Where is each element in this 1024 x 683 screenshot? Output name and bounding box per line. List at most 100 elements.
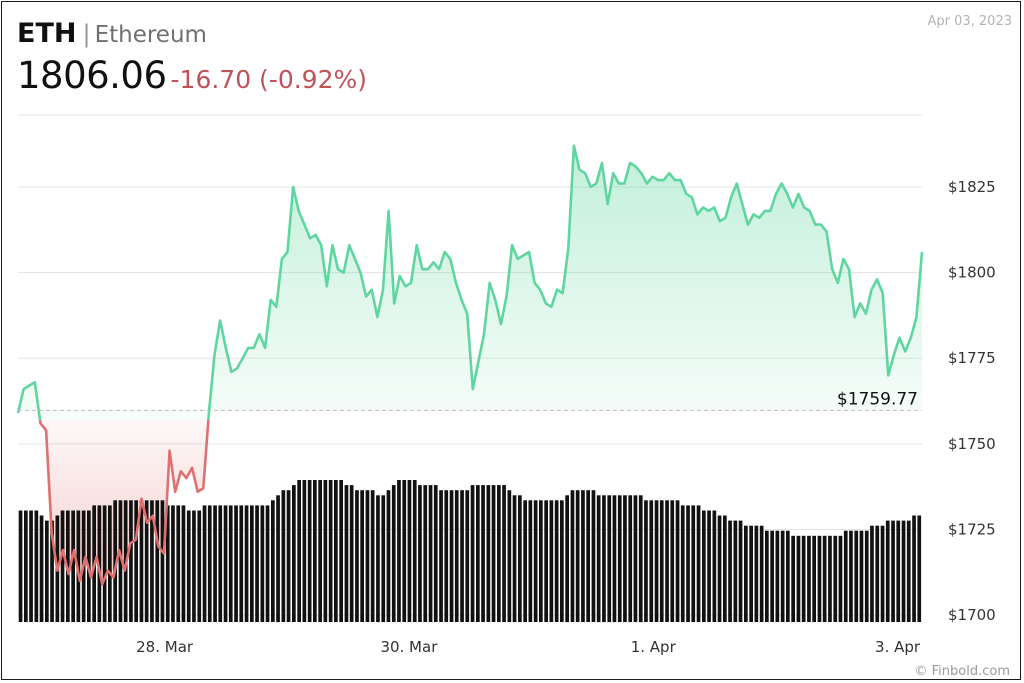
asset-header: ETH | Ethereum (17, 18, 207, 49)
volume-bar (491, 485, 496, 622)
volume-bar (770, 530, 774, 622)
y-tick-label: $1800 (948, 264, 996, 282)
price-line-up (16, 144, 924, 420)
y-tick-label: $1750 (948, 435, 996, 453)
volume-bar (617, 495, 622, 623)
volume-bar (486, 485, 491, 622)
volume-bar (386, 490, 391, 622)
volume-bar (45, 520, 49, 622)
volume-bar (255, 505, 259, 622)
volume-bar (481, 485, 485, 622)
volume-bar (502, 485, 506, 622)
area-above (18, 145, 922, 420)
volume-bar (454, 490, 459, 622)
volume-bar (675, 500, 680, 622)
volume-bar (213, 505, 217, 622)
volume-bar (318, 480, 322, 622)
volume-bar (449, 490, 454, 622)
volume-bar (465, 490, 470, 622)
volume-bar (728, 520, 732, 622)
volume-bar (649, 500, 654, 622)
volume-bar (702, 510, 706, 622)
volume-bar (807, 535, 811, 622)
asset-name: Ethereum (94, 22, 207, 48)
volume-bar (223, 505, 228, 622)
price-change: -16.70 (-0.92%) (170, 65, 367, 94)
volume-bar (391, 485, 396, 622)
volume-bar (60, 510, 65, 622)
volume-bar (875, 525, 880, 622)
volume-bars (18, 480, 922, 623)
volume-bar (171, 505, 175, 622)
volume-bar (828, 535, 832, 622)
volume-bar (144, 500, 149, 622)
volume-bar (402, 480, 407, 622)
volume-bar (165, 505, 170, 622)
volume-bar (339, 480, 343, 622)
volume-bar (113, 500, 117, 622)
volume-bar (717, 515, 722, 622)
volume-bar (313, 480, 317, 622)
volume-bar (686, 505, 690, 622)
volume-bar (344, 485, 349, 622)
volume-bar (307, 480, 312, 622)
volume-bar (591, 490, 596, 622)
y-tick-label: $1700 (948, 606, 996, 624)
volume-bar (428, 485, 433, 622)
volume-bar (812, 535, 816, 622)
volume-bar (381, 495, 386, 623)
previous-close: $1759.77 (18, 389, 922, 411)
volume-bar (244, 505, 249, 622)
volume-bar (560, 500, 564, 622)
volume-bar (423, 485, 428, 622)
y-tick-label: $1775 (948, 349, 996, 367)
volume-bar (328, 480, 333, 622)
volume-bar (129, 500, 133, 622)
volume-bar (292, 485, 296, 622)
volume-bar (906, 520, 911, 622)
volume-bar (849, 530, 853, 622)
volume-bar (412, 480, 417, 622)
volume-bar (712, 510, 717, 622)
volume-bar (497, 485, 501, 622)
volume-bar (749, 525, 753, 622)
volume-bar (623, 495, 627, 623)
volume-bar (271, 500, 275, 622)
volume-bar (638, 495, 643, 623)
volume-bar (738, 520, 743, 622)
volume-bar (349, 485, 354, 622)
volume-bar (186, 510, 191, 622)
volume-bar (439, 490, 443, 622)
volume-bar (901, 520, 906, 622)
volume-bar (775, 530, 780, 622)
volume-bar (565, 495, 569, 623)
volume-bar (18, 510, 23, 622)
volume-bar (433, 485, 438, 622)
volume-bar (523, 500, 527, 622)
price-line (16, 144, 924, 586)
volume-bar (302, 480, 307, 622)
volume-bar (596, 495, 601, 623)
volume-bar (680, 505, 685, 622)
volume-bar (239, 505, 244, 622)
volume-bar (912, 515, 916, 622)
volume-bar (197, 510, 202, 622)
volume-bar (670, 500, 675, 622)
chart-date: Apr 03, 2023 (927, 14, 1012, 29)
volume-bar (633, 495, 638, 623)
volume-bar (696, 505, 701, 622)
volume-bar (108, 505, 112, 622)
volume-bar (71, 510, 75, 622)
volume-bar (181, 505, 186, 622)
volume-bar (207, 505, 212, 622)
volume-bar (754, 525, 759, 622)
price-row: 1806.06 -16.70 (-0.92%) (17, 54, 367, 97)
volume-bar (234, 505, 238, 622)
volume-bar (864, 530, 869, 622)
volume-bar (859, 530, 864, 622)
asset-symbol: ETH (17, 18, 77, 49)
volume-bar (817, 535, 822, 622)
volume-bar (885, 520, 890, 622)
volume-bar (765, 530, 769, 622)
